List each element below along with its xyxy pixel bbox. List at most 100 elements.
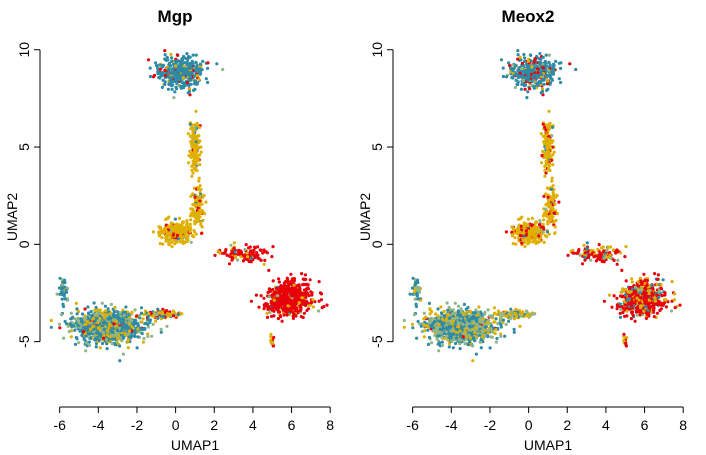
data-point <box>69 335 73 339</box>
data-point <box>544 192 548 196</box>
data-point <box>192 210 196 214</box>
data-point <box>550 179 554 183</box>
data-point <box>188 55 192 59</box>
data-point <box>161 242 165 246</box>
data-point <box>289 309 293 313</box>
data-point <box>204 77 208 81</box>
data-point <box>516 49 520 53</box>
data-point <box>130 334 134 338</box>
data-point <box>189 82 193 86</box>
data-point <box>173 90 177 94</box>
data-point <box>67 329 71 334</box>
x-tick-label: 4 <box>249 417 257 433</box>
data-point <box>146 334 150 338</box>
data-point <box>299 308 303 312</box>
data-point <box>198 184 202 188</box>
data-point <box>168 64 173 68</box>
data-point <box>118 336 123 340</box>
data-point <box>547 220 551 224</box>
x-axis: -6 -4 -2 0 2 4 6 8 <box>53 406 334 433</box>
data-point <box>221 67 225 72</box>
data-point <box>538 219 542 223</box>
data-point <box>202 194 206 198</box>
data-point <box>458 347 462 351</box>
data-point <box>531 227 535 231</box>
data-point <box>270 255 274 259</box>
data-point <box>548 74 552 78</box>
data-point <box>175 233 180 237</box>
data-point <box>661 278 665 282</box>
data-point <box>146 322 150 327</box>
data-point <box>160 236 164 240</box>
data-point <box>94 305 98 310</box>
data-point <box>199 211 203 215</box>
data-point <box>287 285 291 289</box>
data-point <box>111 330 115 334</box>
x-axis-label: UMAP1 <box>171 437 219 453</box>
y-tick-label: -5 <box>16 335 32 348</box>
data-point <box>194 137 198 141</box>
data-point <box>596 257 600 261</box>
data-point <box>533 80 537 84</box>
data-point <box>59 290 64 294</box>
data-point <box>292 278 296 283</box>
data-point <box>234 254 238 258</box>
data-point <box>113 305 117 310</box>
data-point <box>98 316 102 321</box>
data-point <box>100 341 105 346</box>
data-point <box>69 317 73 321</box>
data-point <box>530 216 535 220</box>
data-point <box>123 331 127 336</box>
data-point <box>262 296 266 300</box>
data-point <box>170 87 174 91</box>
data-point <box>620 295 624 299</box>
data-point <box>589 258 593 262</box>
data-point <box>300 299 305 303</box>
data-point <box>267 295 271 299</box>
data-point <box>546 79 550 83</box>
data-point <box>105 329 109 333</box>
data-point <box>192 214 196 218</box>
data-point <box>547 137 551 141</box>
data-point <box>523 56 527 60</box>
data-point <box>200 202 204 206</box>
y-tick-label: 10 <box>16 42 32 58</box>
data-point <box>156 316 160 320</box>
data-point <box>236 258 240 262</box>
data-point <box>105 347 109 351</box>
data-point <box>306 307 310 311</box>
data-point <box>621 289 626 293</box>
data-point <box>291 305 295 309</box>
data-point <box>62 281 67 285</box>
data-point <box>173 242 177 246</box>
data-point <box>605 248 609 253</box>
data-point <box>521 237 526 242</box>
data-point <box>533 57 537 61</box>
data-point <box>638 291 642 295</box>
data-point <box>88 327 92 331</box>
data-point <box>614 251 618 255</box>
data-point <box>189 135 193 139</box>
data-point <box>169 52 173 57</box>
data-point <box>646 294 650 298</box>
data-point <box>545 146 550 151</box>
data-point <box>166 58 170 62</box>
data-point <box>170 245 174 249</box>
data-point <box>526 59 531 63</box>
data-point <box>547 53 551 57</box>
data-point <box>61 304 66 309</box>
data-point <box>177 231 182 235</box>
data-point <box>198 62 203 66</box>
data-point <box>151 230 155 234</box>
data-point <box>551 67 555 71</box>
data-point <box>547 60 551 64</box>
data-point <box>279 290 283 294</box>
data-point <box>550 176 554 180</box>
data-point <box>306 283 310 287</box>
data-point <box>542 218 546 222</box>
data-point <box>193 82 197 86</box>
data-point <box>306 301 310 305</box>
data-point <box>147 311 151 316</box>
data-point <box>531 75 535 79</box>
data-point <box>272 298 276 302</box>
